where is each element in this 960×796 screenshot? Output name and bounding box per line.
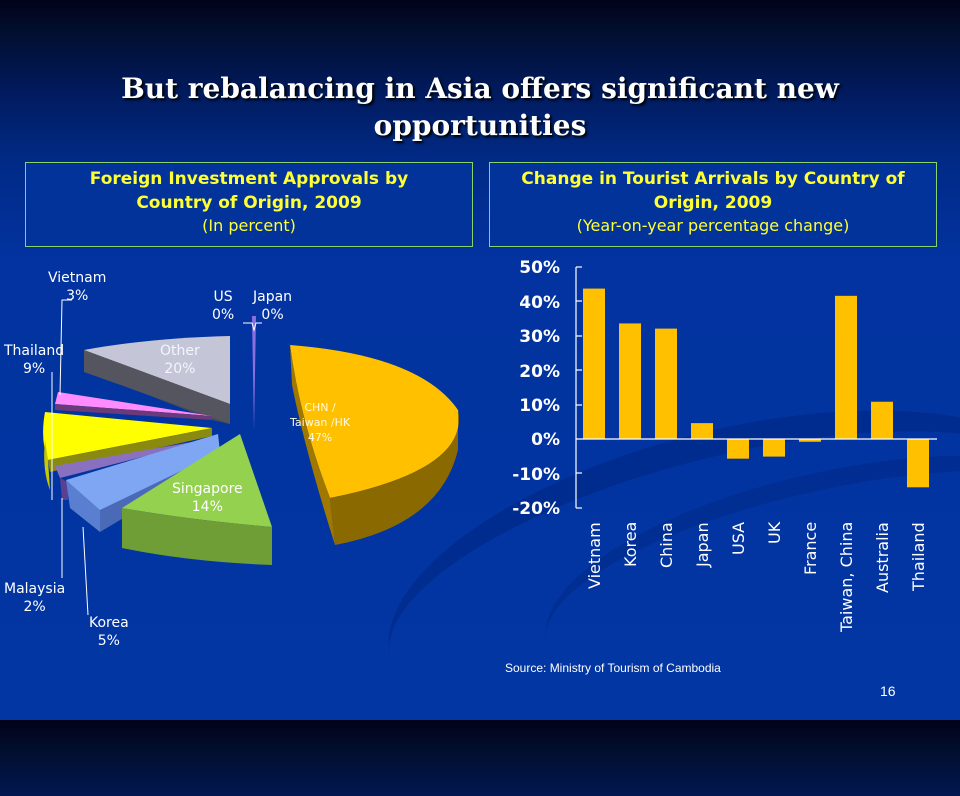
pie-slice-singapore: [122, 434, 272, 565]
pie-label-chn-taiwan-hk: CHN / Taiwan /HK 47%: [290, 401, 351, 444]
bar-thailand: [907, 439, 929, 488]
y-tick: 20%: [519, 362, 560, 382]
y-tick: -20%: [512, 499, 560, 519]
slide-title-line2: opportunities: [373, 109, 587, 142]
pie-chart: [43, 299, 459, 616]
y-tick: 30%: [519, 327, 560, 347]
pie-label-singapore: Singapore 14%: [172, 481, 243, 515]
x-axis-label: Taiwan, China: [837, 522, 856, 633]
bar-japan: [691, 423, 713, 439]
x-axis-label: Japan: [693, 522, 712, 567]
pie-leader-lines: [51, 299, 262, 616]
bar-france: [799, 439, 821, 442]
x-axis-label: China: [657, 522, 676, 568]
x-axis-label: France: [801, 522, 820, 576]
pie-slice-vietnam: [55, 392, 212, 420]
bar-usa: [727, 439, 749, 459]
y-tick: -10%: [512, 465, 560, 485]
left-chart-heading-box: Foreign Investment Approvals by Country …: [25, 162, 473, 247]
slide-title: But rebalancing in Asia offers significa…: [60, 70, 900, 144]
pie-label-japan: Japan 0%: [253, 289, 293, 323]
pie-slice-us-japan: [252, 316, 256, 430]
bar-taiwan-china: [835, 295, 857, 439]
pie-slice-chn-taiwan-hk: [290, 345, 459, 545]
pie-slice-other: [84, 336, 230, 424]
right-chart-subheading: (Year-on-year percentage change): [576, 216, 850, 235]
left-chart-heading-line1: Foreign Investment Approvals by: [89, 169, 409, 189]
x-axis-label: Vietnam: [585, 522, 604, 589]
source-note: Source: Ministry of Tourism of Cambodia: [505, 661, 721, 675]
bar-vietnam: [583, 288, 605, 439]
left-chart-subheading: (In percent): [202, 216, 296, 235]
bar-china: [655, 328, 677, 439]
right-chart-heading-line2: Origin, 2009: [653, 193, 773, 213]
bar-australia: [871, 401, 893, 439]
x-axis-label: Korea: [621, 522, 640, 568]
y-tick: 50%: [519, 258, 560, 278]
pie-label-other: Other 20%: [160, 343, 200, 377]
pie-label-vietnam: Vietnam 3%: [48, 270, 107, 304]
y-tick: 0%: [531, 430, 560, 450]
right-chart-heading-box: Change in Tourist Arrivals by Country of…: [489, 162, 937, 247]
right-chart-heading-line1: Change in Tourist Arrivals by Country of: [521, 169, 905, 189]
slide-title-line1: But rebalancing in Asia offers significa…: [121, 72, 839, 105]
y-tick: 10%: [519, 396, 560, 416]
y-tick: 40%: [519, 293, 560, 313]
pie-label-thailand: Thailand 9%: [4, 343, 65, 377]
axes: [575, 266, 937, 509]
page-number: 16: [880, 683, 896, 699]
x-axis-label: UK: [765, 522, 784, 545]
bars: [583, 288, 929, 488]
pie-label-us: US 0%: [212, 289, 235, 323]
x-axis-label: USA: [729, 522, 748, 556]
bar-korea: [619, 323, 641, 439]
pie-label-malaysia: Malaysia 2%: [4, 581, 66, 615]
pie-label-korea: Korea 5%: [89, 615, 129, 649]
bar-plot-area: [575, 266, 937, 509]
x-axis-label: Thailand: [909, 522, 928, 591]
bar-uk: [763, 439, 785, 457]
x-axis-label: Australia: [873, 522, 892, 593]
left-chart-heading-line2: Country of Origin, 2009: [136, 193, 362, 213]
